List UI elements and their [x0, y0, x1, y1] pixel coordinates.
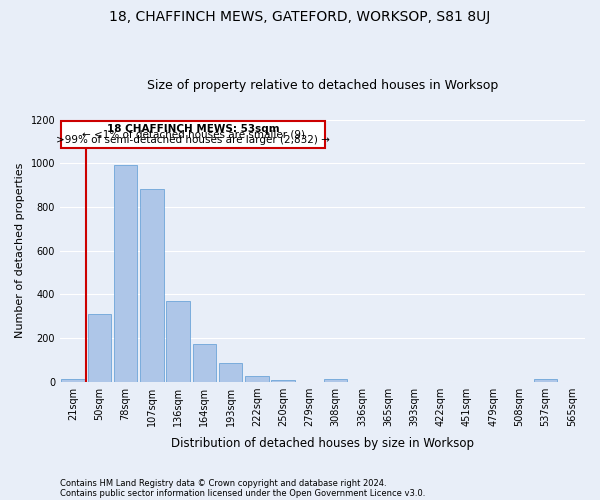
X-axis label: Distribution of detached houses by size in Worksop: Distribution of detached houses by size … — [171, 437, 474, 450]
Title: Size of property relative to detached houses in Worksop: Size of property relative to detached ho… — [147, 79, 498, 92]
Text: >99% of semi-detached houses are larger (2,832) →: >99% of semi-detached houses are larger … — [56, 136, 330, 145]
Bar — [88, 314, 111, 382]
Text: 18 CHAFFINCH MEWS: 53sqm: 18 CHAFFINCH MEWS: 53sqm — [107, 124, 280, 134]
Bar — [61, 380, 85, 382]
Bar — [140, 190, 164, 382]
Text: Contains HM Land Registry data © Crown copyright and database right 2024.: Contains HM Land Registry data © Crown c… — [60, 478, 386, 488]
Bar — [219, 363, 242, 382]
Bar — [534, 380, 557, 382]
Bar — [193, 344, 216, 382]
Text: Contains public sector information licensed under the Open Government Licence v3: Contains public sector information licen… — [60, 488, 425, 498]
FancyBboxPatch shape — [61, 120, 325, 148]
Y-axis label: Number of detached properties: Number of detached properties — [15, 163, 25, 338]
Bar — [114, 166, 137, 382]
Text: 18, CHAFFINCH MEWS, GATEFORD, WORKSOP, S81 8UJ: 18, CHAFFINCH MEWS, GATEFORD, WORKSOP, S… — [109, 10, 491, 24]
Bar — [271, 380, 295, 382]
Bar — [324, 380, 347, 382]
Bar — [245, 376, 269, 382]
Text: ← <1% of detached houses are smaller (9): ← <1% of detached houses are smaller (9) — [82, 130, 305, 140]
Bar — [166, 301, 190, 382]
